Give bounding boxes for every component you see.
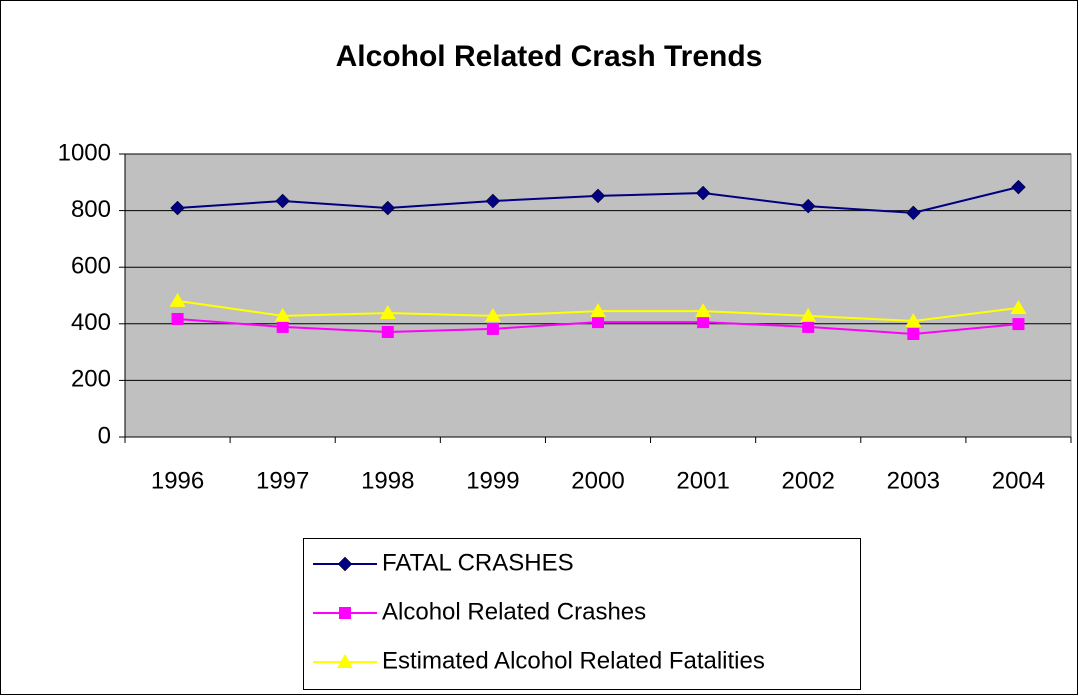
y-tick-label: 1000 <box>58 139 111 166</box>
x-tick-label: 1996 <box>151 467 204 494</box>
y-tick-label: 400 <box>71 309 111 336</box>
marker <box>590 303 606 318</box>
x-tick-label: 2002 <box>782 467 835 494</box>
legend-label: FATAL CRASHES <box>382 549 574 576</box>
marker <box>1010 299 1027 314</box>
marker <box>486 322 499 335</box>
marker <box>907 327 920 340</box>
marker <box>275 193 291 209</box>
marker <box>695 303 712 318</box>
x-tick-label: 2001 <box>676 467 729 494</box>
marker <box>697 316 710 329</box>
marker <box>379 305 396 320</box>
chart-title: Alcohol Related Crash Trends <box>336 40 763 73</box>
x-tick-label: 1998 <box>361 467 414 494</box>
marker <box>695 185 711 201</box>
marker <box>1012 318 1025 331</box>
marker <box>339 607 351 619</box>
legend-label: Alcohol Related Crashes <box>382 598 646 625</box>
marker <box>171 312 184 325</box>
marker <box>337 556 353 572</box>
marker <box>905 205 921 221</box>
marker <box>170 200 185 216</box>
marker <box>905 312 922 327</box>
y-tick-label: 800 <box>71 196 111 223</box>
x-tick-label: 1999 <box>466 467 519 494</box>
x-tick-label: 2003 <box>887 467 940 494</box>
marker <box>1011 179 1026 195</box>
y-tick-label: 200 <box>71 366 111 393</box>
marker <box>802 320 815 333</box>
y-tick-label: 600 <box>71 253 111 280</box>
marker <box>380 200 396 216</box>
marker <box>800 198 816 214</box>
marker <box>485 193 501 209</box>
marker <box>381 326 394 339</box>
marker <box>337 654 353 668</box>
x-tick-label: 1997 <box>256 467 309 494</box>
x-tick-label: 2000 <box>571 467 624 494</box>
marker <box>276 320 289 333</box>
marker <box>800 307 817 322</box>
legend <box>303 538 861 690</box>
legend-label: Estimated Alcohol Related Fatalities <box>382 647 765 674</box>
y-tick-label: 0 <box>98 422 111 449</box>
marker <box>484 307 501 322</box>
x-tick-label: 2004 <box>992 467 1045 494</box>
marker <box>592 316 604 329</box>
marker <box>590 188 606 204</box>
marker <box>169 292 186 307</box>
marker <box>274 307 291 322</box>
